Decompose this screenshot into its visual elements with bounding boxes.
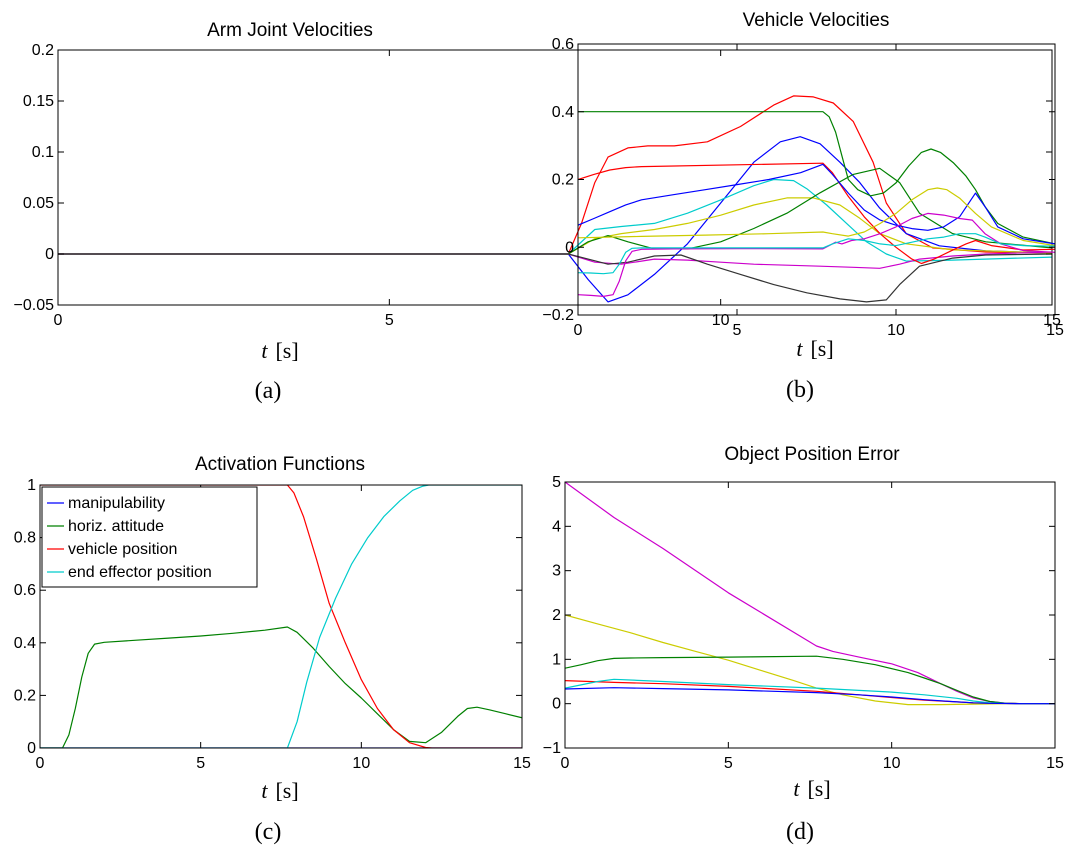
- series-line-1: [58, 136, 1052, 303]
- y-tick-label: 0.2: [14, 687, 36, 704]
- y-tick-label: 0: [565, 239, 574, 256]
- y-tick-label: 1: [27, 477, 36, 494]
- panel-caption: (d): [786, 819, 814, 845]
- series-line-5: [578, 233, 1055, 275]
- y-tick-label: 0.1: [32, 144, 54, 161]
- y-tick-label: 0.2: [552, 172, 574, 189]
- series-group: [58, 95, 1052, 303]
- y-tick-label: 4: [552, 518, 561, 535]
- series-line-3: [578, 187, 1055, 247]
- chart-legend: manipulability horiz. attitude vehicle pos…: [41, 486, 258, 588]
- x-tick-label: 5: [724, 755, 733, 772]
- y-tick-label: 2: [552, 607, 561, 624]
- axes-box: [564, 481, 1056, 749]
- series-line-2: [578, 163, 1055, 245]
- series-line-1: [565, 614, 1055, 706]
- x-axis-variable: t: [793, 776, 800, 801]
- legend-entry: manipulability: [68, 495, 165, 512]
- x-axis-unit: [s]: [807, 776, 830, 801]
- y-tick-label: 0: [45, 246, 54, 263]
- x-axis-unit: [s]: [275, 778, 298, 803]
- y-tick-label: 0.6: [552, 36, 574, 53]
- x-tick-label: 5: [733, 322, 742, 339]
- x-tick-label: 15: [1043, 312, 1061, 329]
- x-tick-label: 0: [561, 755, 570, 772]
- series-line-4: [578, 212, 1055, 297]
- y-tick-label: −0.05: [14, 297, 55, 314]
- axes-box: [577, 43, 1056, 316]
- y-tick-label: 1: [552, 651, 561, 668]
- legend-box: [41, 486, 258, 588]
- series-line-0: [578, 111, 1055, 245]
- x-tick-label: 15: [1046, 322, 1064, 339]
- y-tick-label: 0: [552, 696, 561, 713]
- panel-caption: (a): [255, 378, 282, 404]
- x-axis-variable: t: [261, 338, 268, 363]
- y-tick-label: −1: [543, 740, 561, 757]
- legend-entry: horiz. attitude: [68, 518, 164, 535]
- x-axis-variable: t: [261, 778, 268, 803]
- axes-box: [57, 49, 1053, 306]
- series-line-2: [565, 655, 1055, 705]
- series-line-end-effector-position: [40, 485, 522, 748]
- chart-panel-c: Activation Functions 0 5 10 15 0 0.2 0.4 0.6 0.8 1…: [14, 454, 531, 845]
- y-tick-label: 0.4: [552, 104, 574, 121]
- y-tick-label: 0.8: [14, 530, 36, 547]
- x-axis-label: t [s]: [796, 336, 833, 361]
- series-line-0: [58, 95, 1052, 255]
- series-group: [565, 482, 1055, 706]
- series-line-1: [578, 162, 1055, 265]
- x-axis-unit: [s]: [275, 338, 298, 363]
- x-tick-label: 5: [196, 755, 205, 772]
- x-axis-unit: [s]: [810, 336, 833, 361]
- x-tick-label: 10: [712, 312, 730, 329]
- y-tick-label: −0.2: [542, 307, 574, 324]
- x-axis-label: t [s]: [261, 778, 298, 803]
- panel-caption: (c): [255, 819, 282, 845]
- chart-title: Vehicle Velocities: [743, 10, 890, 31]
- legend-entry: end effector position: [68, 564, 212, 581]
- x-tick-label: 10: [352, 755, 370, 772]
- x-tick-label: 15: [513, 755, 531, 772]
- x-tick-label: 0: [574, 322, 583, 339]
- chart-title: Activation Functions: [195, 454, 365, 475]
- series-line-3: [58, 197, 1052, 255]
- chart-title: Arm Joint Velocities: [207, 20, 373, 41]
- y-tick-label: 0: [27, 740, 36, 757]
- y-tick-label: 0.4: [14, 635, 36, 652]
- legend-entry: vehicle position: [68, 541, 177, 558]
- y-tick-label: 0.2: [32, 42, 54, 59]
- x-tick-label: 0: [36, 755, 45, 772]
- x-axis-label: t [s]: [793, 776, 830, 801]
- x-tick-label: 5: [385, 312, 394, 329]
- x-tick-label: 15: [1046, 755, 1064, 772]
- x-axis-label: t [s]: [261, 338, 298, 363]
- series-line-5: [565, 687, 1055, 705]
- series-line-horiz-attitude: [40, 626, 522, 748]
- y-tick-label: 0.15: [23, 93, 54, 110]
- y-tick-label: 0.6: [14, 582, 36, 599]
- x-tick-label: 10: [887, 322, 905, 339]
- axes-box: [39, 484, 523, 749]
- y-tick-label: 0.05: [23, 195, 54, 212]
- y-tick-label: 5: [552, 474, 561, 491]
- series-line-0: [565, 482, 1055, 705]
- x-axis-variable: t: [796, 336, 803, 361]
- series-line-6: [58, 253, 1052, 303]
- panel-caption: (b): [786, 377, 814, 403]
- x-tick-label: 10: [883, 755, 901, 772]
- chart-title: Object Position Error: [724, 444, 900, 465]
- series-group: [578, 111, 1055, 297]
- y-tick-label: 3: [552, 563, 561, 580]
- x-tick-label: 0: [54, 312, 63, 329]
- series-line-2: [58, 178, 1052, 262]
